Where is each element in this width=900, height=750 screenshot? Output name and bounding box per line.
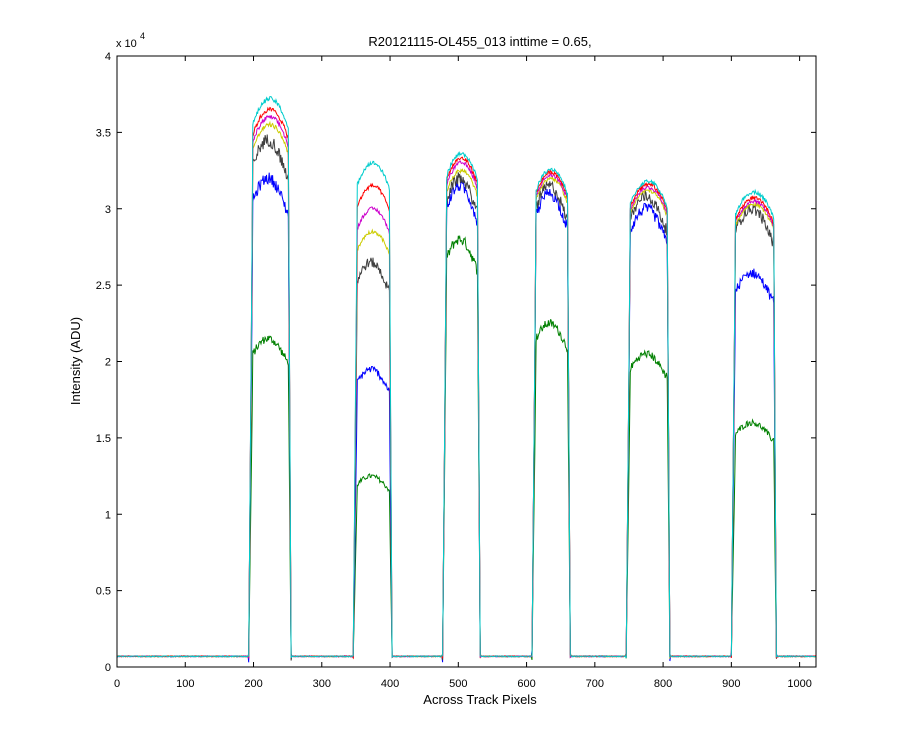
y-tick-label: 1.5 [96, 433, 111, 445]
y-tick-label: 4 [105, 51, 111, 63]
plot-area [117, 56, 816, 667]
chart-title: R20121115-OL455_013 inttime = 0.65, [368, 34, 591, 49]
ticks-layer: 0 100 200 300 400 500 600 700 800 900 1000 0 0.5 1 1.5… [96, 51, 816, 690]
y-tick-label: 3.5 [96, 127, 111, 139]
x-tick-label: 300 [313, 678, 331, 690]
series-line-7 [116, 95, 817, 659]
x-tick-label: 100 [176, 678, 194, 690]
x-tick-label: 1000 [787, 678, 811, 690]
y-exponent-base: x 10 [116, 38, 137, 50]
x-tick-label: 900 [722, 678, 740, 690]
x-tick-label: 500 [449, 678, 467, 690]
y-tick-label: 2.5 [96, 280, 111, 292]
y-axis-label: Intensity (ADU) [68, 317, 83, 405]
y-tick-label: 3 [105, 204, 111, 216]
y-tick-label: 0 [105, 662, 111, 674]
x-axis-label: Across Track Pixels [423, 692, 537, 707]
x-tick-label: 600 [517, 678, 535, 690]
series-layer [116, 95, 817, 663]
x-tick-label: 200 [244, 678, 262, 690]
y-tick-label: 2 [105, 357, 111, 369]
y-tick-label: 0.5 [96, 586, 111, 598]
y-exponent-power: 4 [140, 31, 145, 41]
x-tick-label: 0 [114, 678, 120, 690]
x-tick-label: 700 [586, 678, 604, 690]
x-tick-label: 400 [381, 678, 399, 690]
y-tick-label: 1 [105, 509, 111, 521]
x-tick-label: 800 [654, 678, 672, 690]
